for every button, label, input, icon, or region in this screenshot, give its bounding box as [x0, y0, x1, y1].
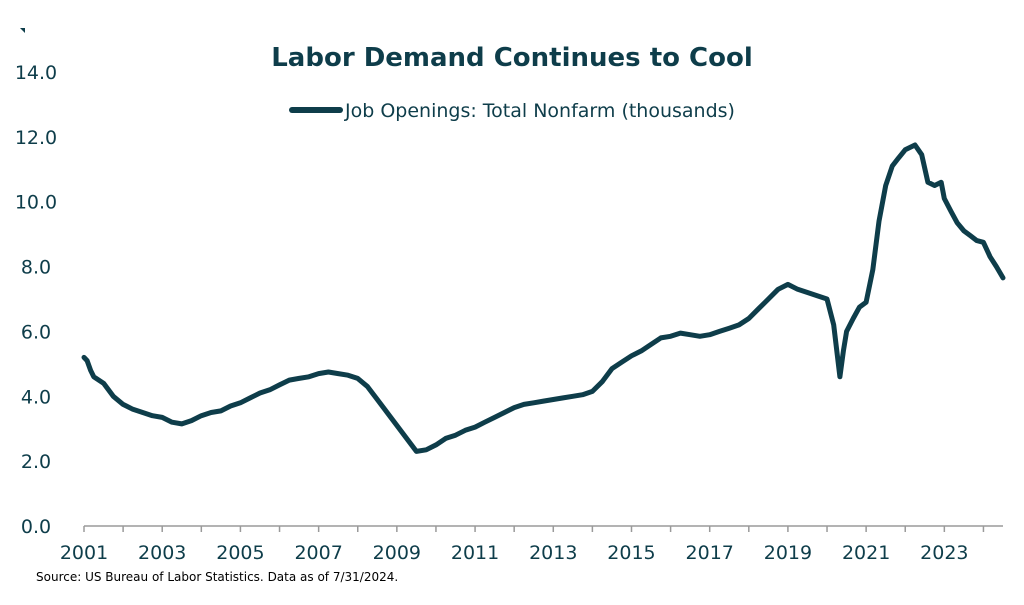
x-tick-label: 2003: [138, 542, 186, 564]
corner-mark-shape: [20, 28, 25, 33]
x-tick-label: 2013: [529, 542, 577, 564]
x-tick-label: 2009: [373, 542, 421, 564]
x-tick-label: 2023: [920, 542, 968, 564]
y-tick-label: 0.0: [21, 516, 51, 538]
x-tick-label: 2005: [216, 542, 264, 564]
source-note: Source: US Bureau of Labor Statistics. D…: [36, 570, 398, 584]
legend-label: Job Openings: Total Nonfarm (thousands): [344, 100, 735, 122]
y-tick-label: 2.0: [21, 451, 51, 473]
y-tick-label: 8.0: [21, 257, 51, 279]
corner-mark: [20, 28, 25, 33]
series-layer: [81, 142, 1006, 454]
series-line-0: [81, 142, 1006, 454]
y-tick-label: 10.0: [15, 192, 57, 214]
x-axis: 2001 2003 2005 2007 2009 2011 2013 2015 2017 2019…: [60, 525, 1003, 564]
x-tick-label: 2015: [607, 542, 655, 564]
x-tick-label: 2021: [842, 542, 890, 564]
x-tick-label: 2019: [764, 542, 812, 564]
x-tick-label: 2017: [686, 542, 734, 564]
y-tick-label: 14.0: [15, 62, 57, 84]
chart-title: Labor Demand Continues to Cool: [271, 43, 753, 73]
x-tick-label: 2007: [294, 542, 342, 564]
y-tick-label: 6.0: [21, 321, 51, 343]
legend: Job Openings: Total Nonfarm (thousands): [289, 100, 735, 122]
x-tick-label: 2011: [451, 542, 499, 564]
y-tick-label: 12.0: [15, 127, 57, 149]
x-tick-label: 2001: [60, 542, 108, 564]
y-tick-label: 4.0: [21, 386, 51, 408]
y-axis: 0.0 2.0 4.0 6.0 8.0 10.0 12.0 14.0: [15, 62, 57, 538]
